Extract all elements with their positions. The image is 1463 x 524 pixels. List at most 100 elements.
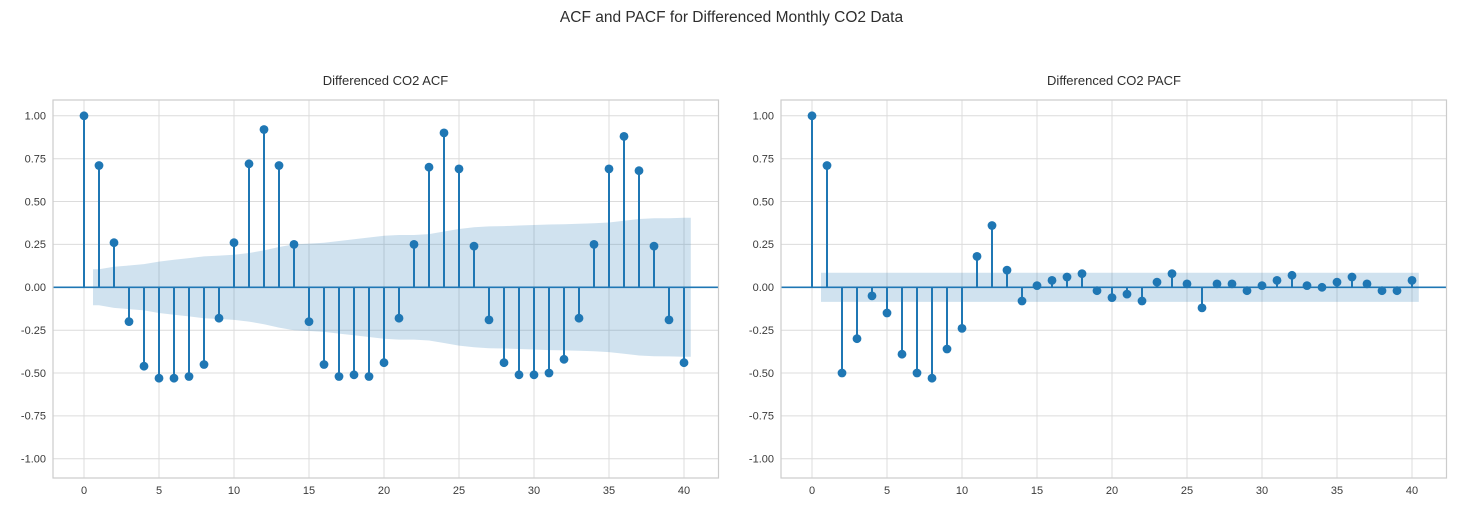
stem-marker <box>349 370 359 380</box>
stem-marker <box>229 238 239 248</box>
stem-marker <box>214 313 224 323</box>
stem-marker <box>1272 276 1282 285</box>
stem-marker <box>1362 279 1372 289</box>
stem-marker <box>199 360 209 369</box>
stem-marker <box>1197 303 1207 313</box>
stem-marker <box>529 370 539 380</box>
stem-marker <box>424 162 434 172</box>
stem-marker <box>634 166 644 176</box>
y-tick-label: 0.00 <box>25 282 46 294</box>
pacf-subplot-title: Differenced CO2 PACF <box>1047 73 1181 88</box>
y-tick-label: 0.00 <box>753 282 774 294</box>
stem-marker <box>942 344 952 354</box>
stem-marker <box>679 358 689 368</box>
acf-plot: 1.00 0.75 0.50 0.25 0.00 -0.25 -0.50 -0.75 -1.00… <box>21 99 720 497</box>
stem-marker <box>1332 277 1342 287</box>
y-tick-label: 0.75 <box>753 154 774 166</box>
y-tick-label: -0.50 <box>21 368 46 380</box>
stem-marker <box>304 317 314 326</box>
x-tick-label: 25 <box>453 485 465 497</box>
pacf-plot: 1.00 0.75 0.50 0.25 0.00 -0.25 -0.50 -0.75 -1.00… <box>749 99 1448 497</box>
stem-marker <box>1167 269 1177 278</box>
stem-marker <box>807 111 817 121</box>
stem-marker <box>1302 281 1312 290</box>
stem-marker <box>319 360 329 369</box>
stem-marker <box>1227 279 1237 289</box>
stem-marker <box>109 238 119 248</box>
y-tick-label: -1.00 <box>749 454 774 466</box>
x-tick-label: 30 <box>528 485 540 497</box>
stem-marker <box>274 161 284 170</box>
stem-marker <box>1152 277 1162 287</box>
stem-marker <box>1392 286 1402 296</box>
stem-marker <box>1062 272 1072 282</box>
x-tick-label: 20 <box>1106 485 1118 497</box>
stem-marker <box>1377 286 1387 296</box>
stem-marker <box>574 313 584 323</box>
stem-marker <box>184 372 194 381</box>
y-tick-label: -0.25 <box>749 325 774 337</box>
stem-marker <box>1242 286 1252 296</box>
stem-marker <box>619 132 629 141</box>
x-tick-label: 15 <box>1031 485 1043 497</box>
stem-marker <box>897 349 907 359</box>
y-tick-label: -0.75 <box>21 411 46 423</box>
stem-marker <box>1182 279 1192 289</box>
x-tick-label: 30 <box>1256 485 1268 497</box>
stem-marker <box>1137 296 1147 306</box>
stem-marker <box>589 240 599 249</box>
x-tick-label: 40 <box>1406 485 1418 497</box>
axes-frame <box>780 99 1448 479</box>
y-tick-label: 1.00 <box>753 111 774 123</box>
axes-frame <box>52 99 720 479</box>
stem-marker <box>379 358 389 368</box>
stem-marker <box>867 291 877 301</box>
stem-marker <box>124 317 134 326</box>
stem-marker <box>469 241 479 251</box>
stem-marker <box>1257 281 1267 290</box>
y-tick-label: -0.50 <box>749 368 774 380</box>
x-tick-label: 35 <box>1331 485 1343 497</box>
stem-marker <box>649 241 659 251</box>
stem-marker <box>454 164 464 174</box>
stem-marker <box>1407 276 1417 285</box>
x-tick-label: 5 <box>884 485 890 497</box>
stem-marker <box>544 368 554 378</box>
y-tick-label: 1.00 <box>25 111 46 123</box>
stem-marker <box>79 111 89 121</box>
x-tick-label: 35 <box>603 485 615 497</box>
stem-marker <box>972 252 982 261</box>
stem-marker <box>927 373 937 383</box>
figure-title: ACF and PACF for Differenced Monthly CO2… <box>559 9 904 26</box>
stem-marker <box>1107 293 1117 302</box>
stem-marker <box>139 361 149 371</box>
stem-marker <box>94 161 104 170</box>
stem-marker <box>1212 279 1222 289</box>
stem-marker <box>514 370 524 380</box>
stem-marker <box>154 373 164 383</box>
y-tick-label: -0.75 <box>749 411 774 423</box>
y-tick-label: 0.75 <box>25 154 46 166</box>
x-tick-label: 10 <box>956 485 968 497</box>
stem-marker <box>409 240 419 249</box>
stem-marker <box>1317 282 1327 292</box>
stem-marker <box>244 159 254 169</box>
stem-marker <box>1347 272 1357 282</box>
stem-marker <box>852 334 862 344</box>
stem-marker <box>1047 276 1057 285</box>
stem-marker <box>1017 296 1027 306</box>
y-tick-label: 0.50 <box>25 196 46 208</box>
stem-marker <box>1032 281 1042 290</box>
stem-marker <box>364 372 374 381</box>
y-tick-label: 0.25 <box>25 239 46 251</box>
stem-marker <box>822 161 832 170</box>
y-tick-label: -0.25 <box>21 325 46 337</box>
y-tick-label: 0.50 <box>753 196 774 208</box>
x-tick-label: 20 <box>378 485 390 497</box>
stem-marker <box>837 368 847 378</box>
x-tick-label: 25 <box>1181 485 1193 497</box>
stem-marker <box>1002 265 1012 275</box>
stem-marker <box>289 240 299 249</box>
stem-marker <box>484 315 494 325</box>
